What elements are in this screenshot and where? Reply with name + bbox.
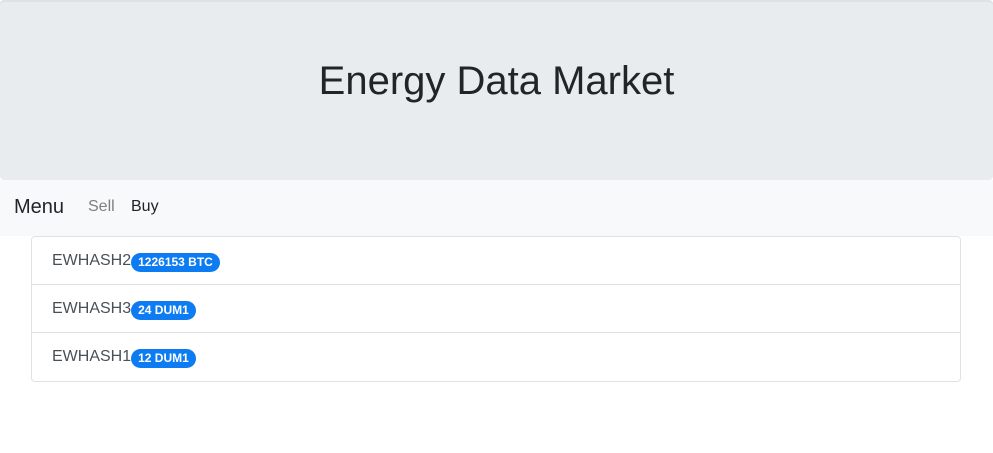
price-badge: 1226153 BTC xyxy=(131,253,220,272)
list-item[interactable]: EWHASH2 1226153 BTC xyxy=(32,237,960,285)
listing-name: EWHASH1 xyxy=(52,348,132,365)
list-item[interactable]: EWHASH1 12 DUM1 xyxy=(32,333,960,381)
nav-link-sell[interactable]: Sell xyxy=(88,198,115,215)
page-title: Energy Data Market xyxy=(318,59,675,103)
navbar-brand[interactable]: Menu xyxy=(14,196,65,218)
price-badge: 12 DUM1 xyxy=(131,349,196,368)
listing-name: EWHASH2 xyxy=(52,252,132,269)
price-badge: 24 DUM1 xyxy=(131,301,196,320)
nav-link-buy[interactable]: Buy xyxy=(131,198,159,215)
jumbotron-header: Energy Data Market xyxy=(0,0,993,180)
navbar: Menu Sell Buy xyxy=(0,180,993,236)
list-item[interactable]: EWHASH3 24 DUM1 xyxy=(32,285,960,333)
listing-name: EWHASH3 xyxy=(52,300,132,317)
listing-list: EWHASH2 1226153 BTC EWHASH3 24 DUM1 EWHASH… xyxy=(31,236,961,382)
